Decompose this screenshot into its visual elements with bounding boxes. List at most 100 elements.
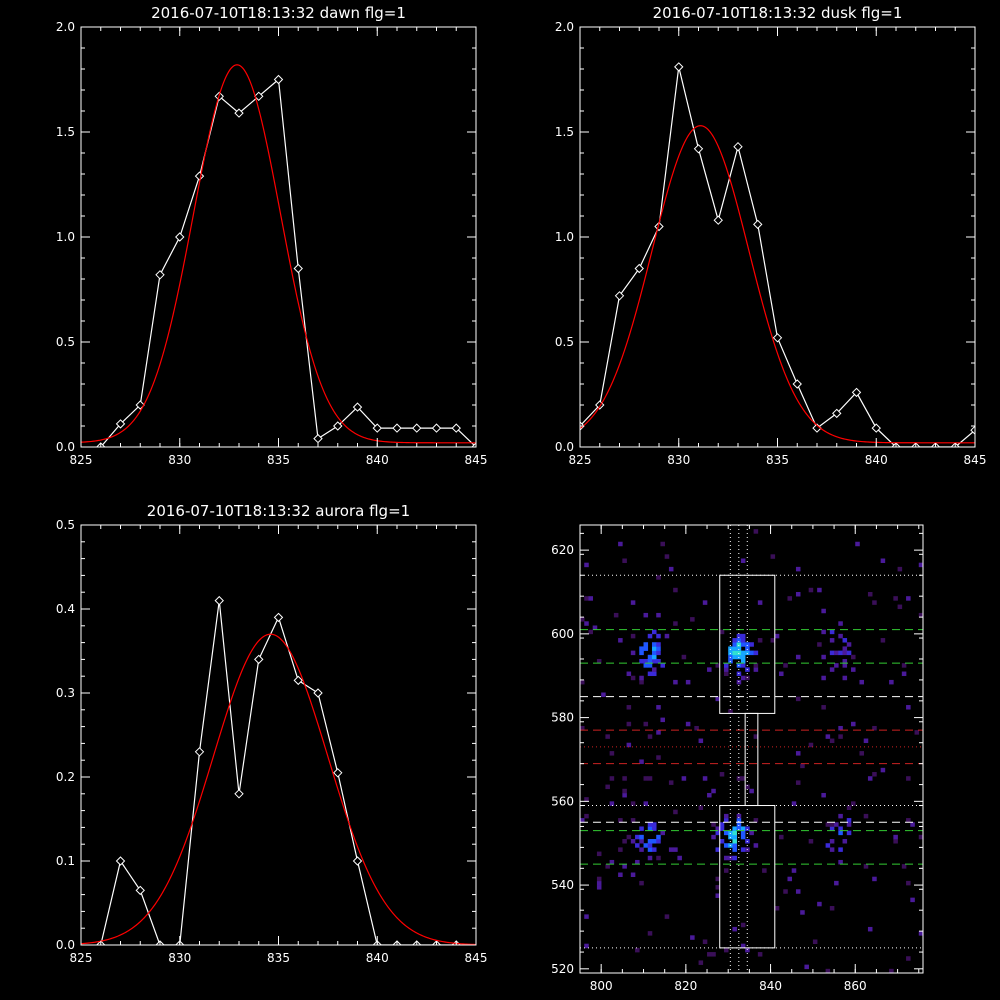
y-tick-label: 0.0 xyxy=(56,440,75,454)
heatmap-cell xyxy=(846,822,852,827)
heatmap-cell xyxy=(660,663,665,668)
heatmap-cell xyxy=(630,839,636,844)
heatmap-cell xyxy=(829,847,835,852)
data-point-diamond xyxy=(792,379,802,389)
heatmap-cell xyxy=(677,855,682,861)
heatmap-cell xyxy=(656,730,661,735)
heatmap-cell xyxy=(596,876,602,882)
chart-title: 2016-07-10T18:13:32 aurora flg=1 xyxy=(147,502,410,520)
heatmap-cell xyxy=(821,675,826,681)
heatmap-cell xyxy=(745,947,750,953)
heatmap-cell xyxy=(740,658,746,664)
heatmap-cell xyxy=(872,600,877,605)
heatmap-cell xyxy=(651,654,657,660)
fit-curve xyxy=(81,64,476,444)
heatmap-cell xyxy=(829,667,835,672)
heatmap-cell xyxy=(779,671,784,677)
chart-title: 2016-07-10T18:13:32 dawn flg=1 xyxy=(151,4,406,22)
heatmap-cell xyxy=(618,847,623,852)
y-tick-label: 1.0 xyxy=(555,230,574,244)
heatmap-cell xyxy=(736,633,742,639)
heatmap-cell xyxy=(656,633,661,639)
heatmap-cell xyxy=(596,851,602,857)
heatmap-cell xyxy=(647,633,653,639)
heatmap-cell xyxy=(732,839,737,844)
heatmap-cell xyxy=(723,830,729,836)
heatmap-cell xyxy=(851,721,856,727)
heatmap-cell xyxy=(647,671,653,677)
heatmap-cell xyxy=(821,792,826,798)
heatmap-cell xyxy=(715,696,721,702)
heatmap-cell xyxy=(647,822,653,827)
heatmap-cell xyxy=(656,855,661,861)
heatmap-cell xyxy=(851,667,856,672)
heatmap-cell xyxy=(736,813,742,819)
data-point-diamond xyxy=(634,263,644,274)
line-chart-panel: 825 830 835 840 845 0.0 0.5 1.0 1.5 2.0 2016-07-10… xyxy=(555,4,987,467)
data-point-diamond xyxy=(654,221,664,232)
heatmap-cell xyxy=(889,679,894,685)
heatmap-cell xyxy=(872,772,877,777)
heatmap-cell xyxy=(740,654,746,660)
data-point-diamond xyxy=(214,595,224,606)
heatmap-cell xyxy=(643,612,649,618)
heatmap-cell xyxy=(639,675,644,681)
heatmap-cell xyxy=(584,596,589,601)
heatmap-cell xyxy=(694,725,699,731)
heatmap-cell xyxy=(723,813,729,819)
heatmap-cell xyxy=(829,738,835,744)
plot-frame xyxy=(80,524,477,946)
heatmap-cell xyxy=(736,638,742,643)
heatmap-cell xyxy=(707,792,712,798)
heatmap-cell xyxy=(795,566,801,572)
heatmap-cell xyxy=(795,780,801,785)
heatmap-cell xyxy=(715,885,721,890)
heatmap-cell xyxy=(673,621,678,626)
heatmap-cell xyxy=(863,864,869,869)
data-point-diamond xyxy=(234,108,244,118)
heatmap-cell xyxy=(732,826,737,831)
heatmap-cell xyxy=(656,575,661,580)
y-tick-label: 1.0 xyxy=(56,230,75,244)
heatmap-cell xyxy=(635,834,640,840)
data-point-diamond xyxy=(234,789,244,799)
heatmap-cell xyxy=(918,931,923,936)
y-tick-label: 0.0 xyxy=(555,440,574,454)
heatmap-cell xyxy=(808,839,814,844)
heatmap-cell xyxy=(800,910,805,915)
heatmap-cell xyxy=(626,671,632,677)
heatmap-cell xyxy=(753,663,759,668)
heatmap-cell xyxy=(906,818,911,823)
x-tick-label: 800 xyxy=(590,979,613,993)
heatmap-cell xyxy=(859,679,865,685)
heatmap-cell xyxy=(668,780,674,785)
heatmap-cell xyxy=(795,889,801,894)
region-box xyxy=(719,805,776,949)
heatmap-cell xyxy=(740,943,746,949)
plot-area xyxy=(81,595,476,945)
y-tick-label: 0.1 xyxy=(56,854,75,868)
heatmap-cell xyxy=(736,679,742,685)
heatmap-cell xyxy=(630,818,636,823)
heatmap-cell xyxy=(834,650,839,656)
heatmap-cell xyxy=(740,633,746,639)
chart-title: 2016-07-10T18:13:32 dusk flg=1 xyxy=(653,4,903,22)
heatmap-cell xyxy=(745,646,750,651)
heatmap-cell xyxy=(630,650,636,656)
heatmap-cell xyxy=(800,763,805,769)
heatmap-cell xyxy=(795,654,801,660)
heatmap-cell xyxy=(647,734,653,739)
heatmap-cell xyxy=(715,663,721,668)
heatmap-cell xyxy=(651,822,657,827)
heatmap-cell xyxy=(736,650,742,656)
heatmap-cell xyxy=(715,893,721,898)
heatmap-cell xyxy=(630,600,636,605)
data-point-diamond xyxy=(451,423,461,433)
heatmap-cell xyxy=(817,642,822,647)
x-tick-label: 845 xyxy=(465,951,488,965)
heatmap-cell xyxy=(762,868,767,873)
heatmap-cell xyxy=(715,876,721,882)
heatmap-cell xyxy=(605,864,610,869)
heatmap-cell xyxy=(719,826,725,831)
heatmap-cell xyxy=(846,642,852,647)
